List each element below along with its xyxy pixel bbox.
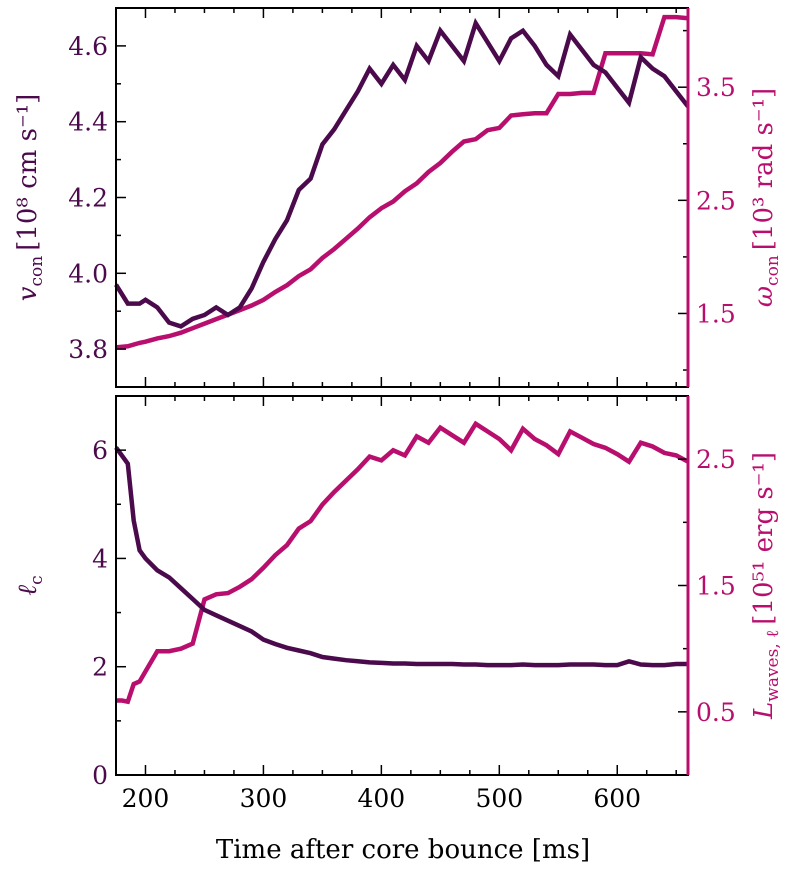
left-tick-label: 4.2 xyxy=(68,184,108,213)
left-tick-label: 4.6 xyxy=(68,32,108,61)
right-series-line xyxy=(116,420,690,705)
x-tick-label: 400 xyxy=(358,784,406,813)
left-axis-label-subscript: con xyxy=(27,256,47,287)
right-tick-label: 2.5 xyxy=(696,445,736,474)
left-axis-label-symbol: v xyxy=(13,286,43,301)
left-tick-label: 2 xyxy=(92,653,108,682)
left-tick-label: 3.8 xyxy=(68,335,108,364)
right-tick-label: 1.5 xyxy=(696,299,736,328)
x-tick-label: 200 xyxy=(122,784,170,813)
left-tick-label: 0 xyxy=(92,761,108,790)
right-tick-label: 2.5 xyxy=(696,186,736,215)
right-axis-label-subscript: con xyxy=(763,255,783,286)
right-axis-label-unit: [10⁵¹ erg s⁻¹] xyxy=(749,452,779,625)
x-tick-label: 600 xyxy=(593,784,641,813)
left-series-line xyxy=(114,446,688,668)
x-tick-label: 300 xyxy=(240,784,288,813)
left-series-line xyxy=(114,17,690,329)
left-axis-label-subscript: c xyxy=(27,575,47,585)
x-tick-label: 500 xyxy=(475,784,523,813)
right-axis-label: Lwaves, ℓ [10⁵¹ erg s⁻¹] xyxy=(749,452,783,720)
left-tick-label: 6 xyxy=(92,436,108,465)
left-axis-label-unit: [10⁸ cm s⁻¹] xyxy=(13,94,43,251)
right-axis-label-unit: [10³ rad s⁻¹] xyxy=(749,88,779,250)
left-tick-label: 4 xyxy=(92,544,108,573)
left-axis-label: vcon [10⁸ cm s⁻¹] xyxy=(13,94,47,301)
right-axis-label-symbol: L xyxy=(749,702,779,720)
left-axis-label-symbol: ℓ xyxy=(13,585,43,596)
right-axis-label-subscript: waves, ℓ xyxy=(763,630,783,702)
right-axis-label: ωcon [10³ rad s⁻¹] xyxy=(749,88,783,307)
left-tick-label: 4.0 xyxy=(68,259,108,288)
bottom-panel: 200 300 400 500 600 0 2 4 6 0.5 1.5 2.5 ℓc Lwaves, ℓ [… xyxy=(13,395,783,813)
right-series-line xyxy=(115,14,689,350)
right-tick-label: 0.5 xyxy=(696,698,736,727)
right-tick-label: 3.5 xyxy=(696,73,736,102)
right-tick-label: 1.5 xyxy=(696,572,736,601)
x-axis-label: Time after core bounce [ms] xyxy=(216,835,590,865)
left-tick-label: 4.4 xyxy=(68,108,108,137)
right-axis-label-symbol: ω xyxy=(749,286,779,307)
left-axis-label: ℓc xyxy=(13,575,47,595)
